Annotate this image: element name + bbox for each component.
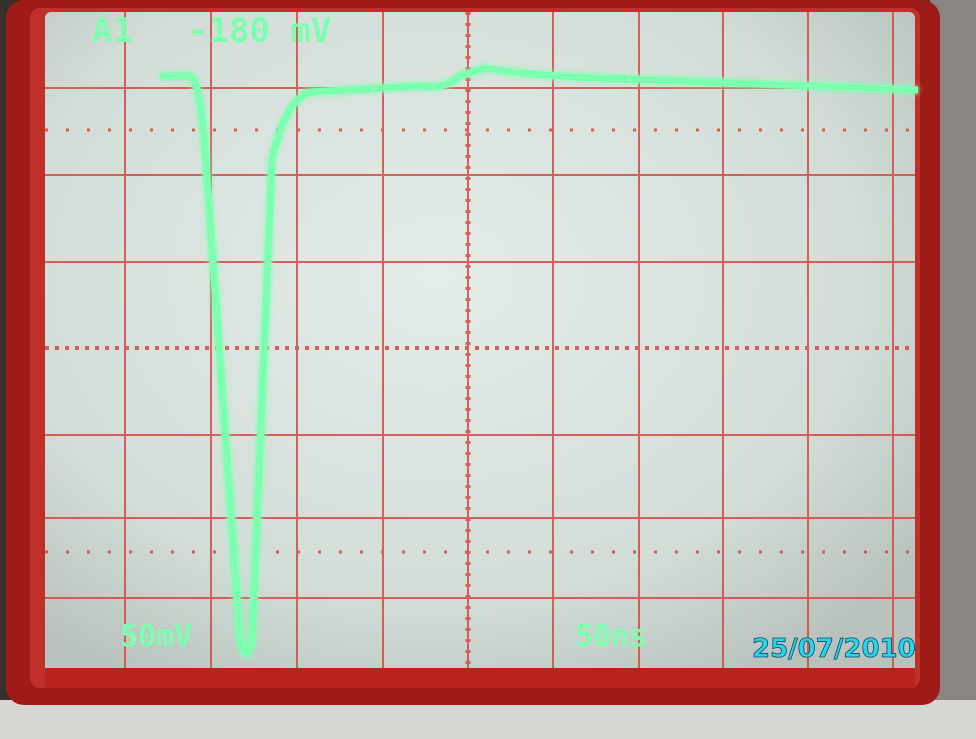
trigger-level: -180 mV — [188, 11, 331, 51]
trace — [160, 64, 919, 658]
channel-label: A1 — [92, 11, 133, 51]
volts-per-div: 50mV — [120, 619, 192, 654]
instrument-bezel-bottom — [0, 700, 976, 739]
graticule — [45, 12, 915, 674]
timestamp: 25/07/2010 — [752, 634, 916, 664]
screen-bottom-edge — [45, 668, 915, 688]
screen — [45, 12, 915, 674]
time-per-div: 50ns — [575, 619, 647, 654]
